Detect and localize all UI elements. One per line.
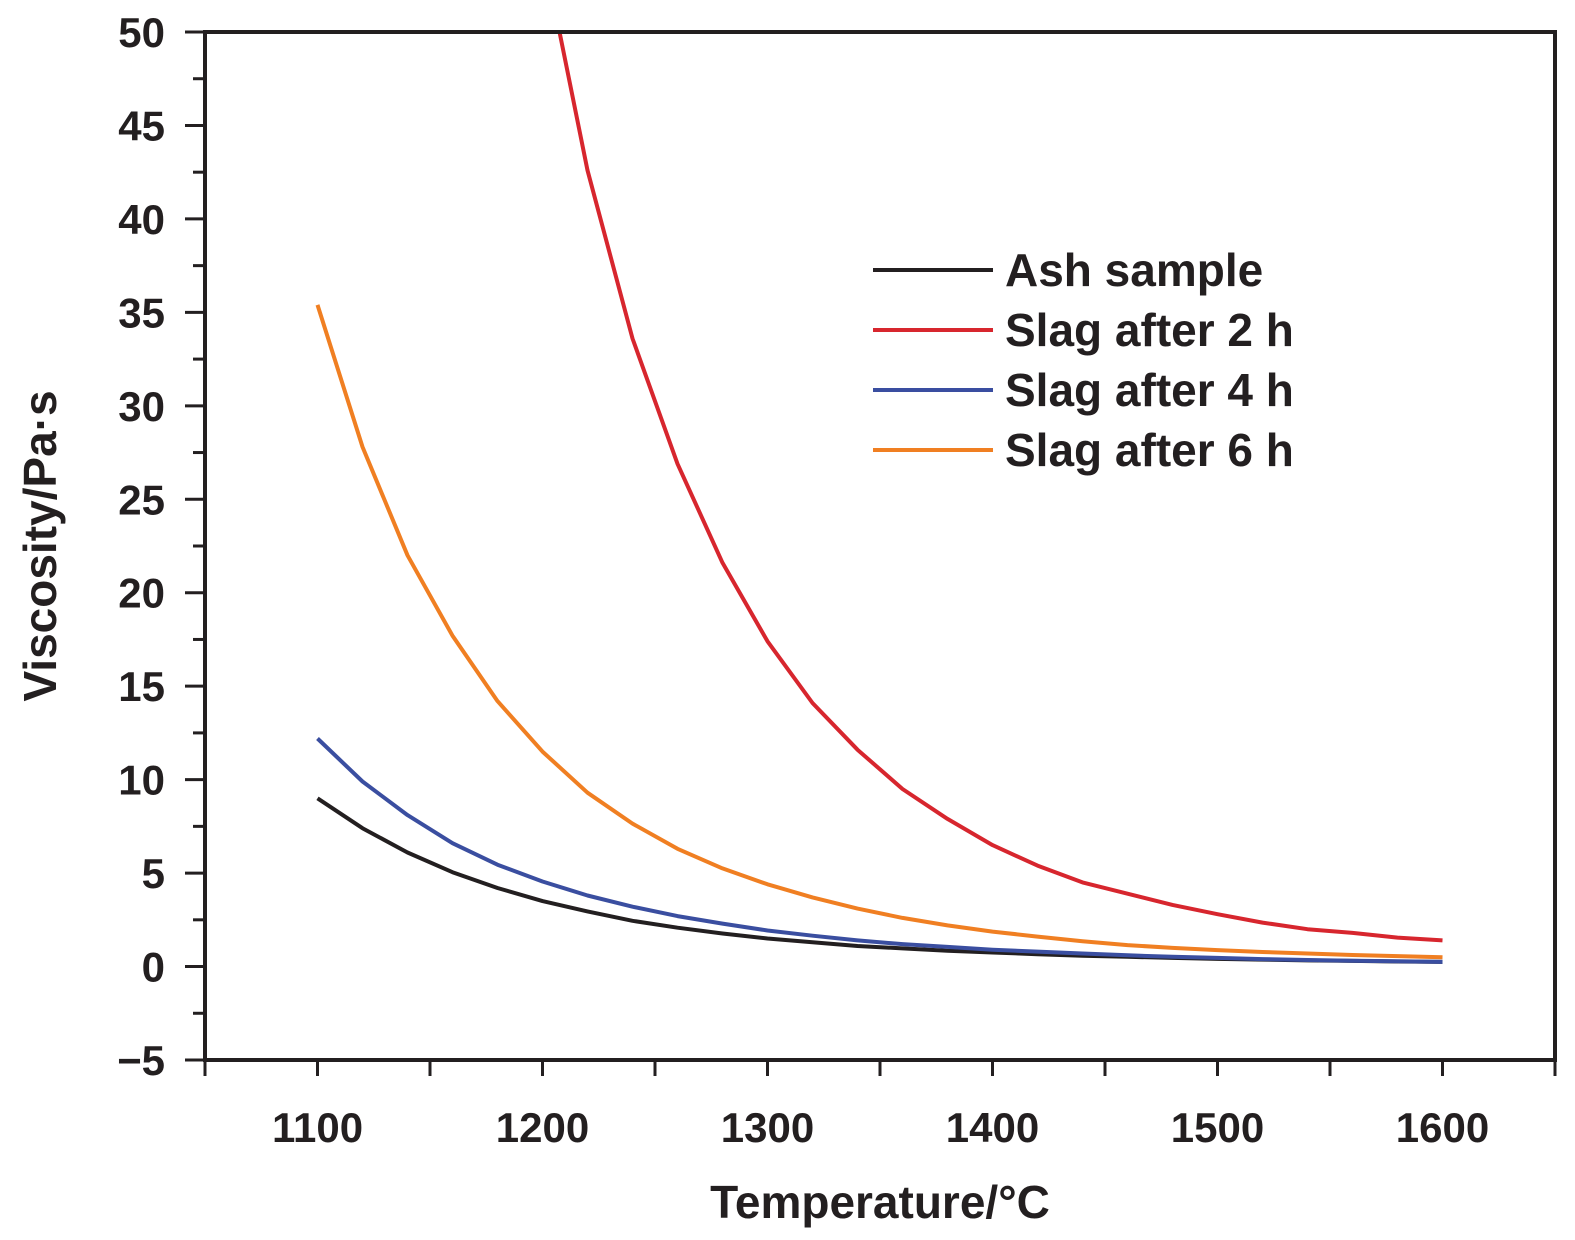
y-axis-title: Viscosity/Pa·s <box>14 390 66 701</box>
series-line-slag-after-6-h <box>315 304 1443 960</box>
y-tick-label: 0 <box>142 944 165 991</box>
x-tick-label: 1500 <box>1171 1104 1264 1151</box>
legend: Ash sample Slag after 2 h Slag after 4 h Sl… <box>873 244 1294 476</box>
legend-label: Slag after 2 h <box>1005 304 1294 356</box>
y-tick-label: 15 <box>118 663 165 710</box>
legend-label: Slag after 4 h <box>1005 364 1294 416</box>
legend-label: Ash sample <box>1005 244 1263 296</box>
x-tick-label: 1600 <box>1396 1104 1489 1151</box>
series-line-slag-after-2-h <box>557 32 1443 943</box>
y-tick-label: 20 <box>118 570 165 617</box>
x-tick-label: 1200 <box>496 1104 589 1151</box>
y-tick-label: 25 <box>118 476 165 523</box>
x-tick-label: 1100 <box>272 1104 363 1151</box>
y-tick-label: −5 <box>117 1037 165 1084</box>
y-tick-label: 5 <box>142 850 165 897</box>
legend-label: Slag after 6 h <box>1005 424 1294 476</box>
ticks-layer: −5 0 5 10 15 20 25 30 35 40 45 50 1100 1200 1300 1400 15… <box>117 9 1557 1151</box>
y-tick-label: 35 <box>118 289 165 336</box>
series-layer <box>315 32 1443 964</box>
y-tick-label: 45 <box>118 102 165 149</box>
x-tick-label: 1300 <box>721 1104 814 1151</box>
series-line-slag-after-4-h <box>316 737 1443 964</box>
x-tick-label: 1400 <box>946 1104 1039 1151</box>
series-line-ash-sample <box>316 796 1443 964</box>
y-tick-label: 50 <box>118 9 165 56</box>
y-tick-label: 30 <box>118 383 165 430</box>
y-tick-label: 10 <box>118 757 165 804</box>
plot-frame <box>203 30 1557 1062</box>
y-tick-label: 40 <box>118 196 165 243</box>
x-axis-title: Temperature/°C <box>710 1176 1050 1228</box>
